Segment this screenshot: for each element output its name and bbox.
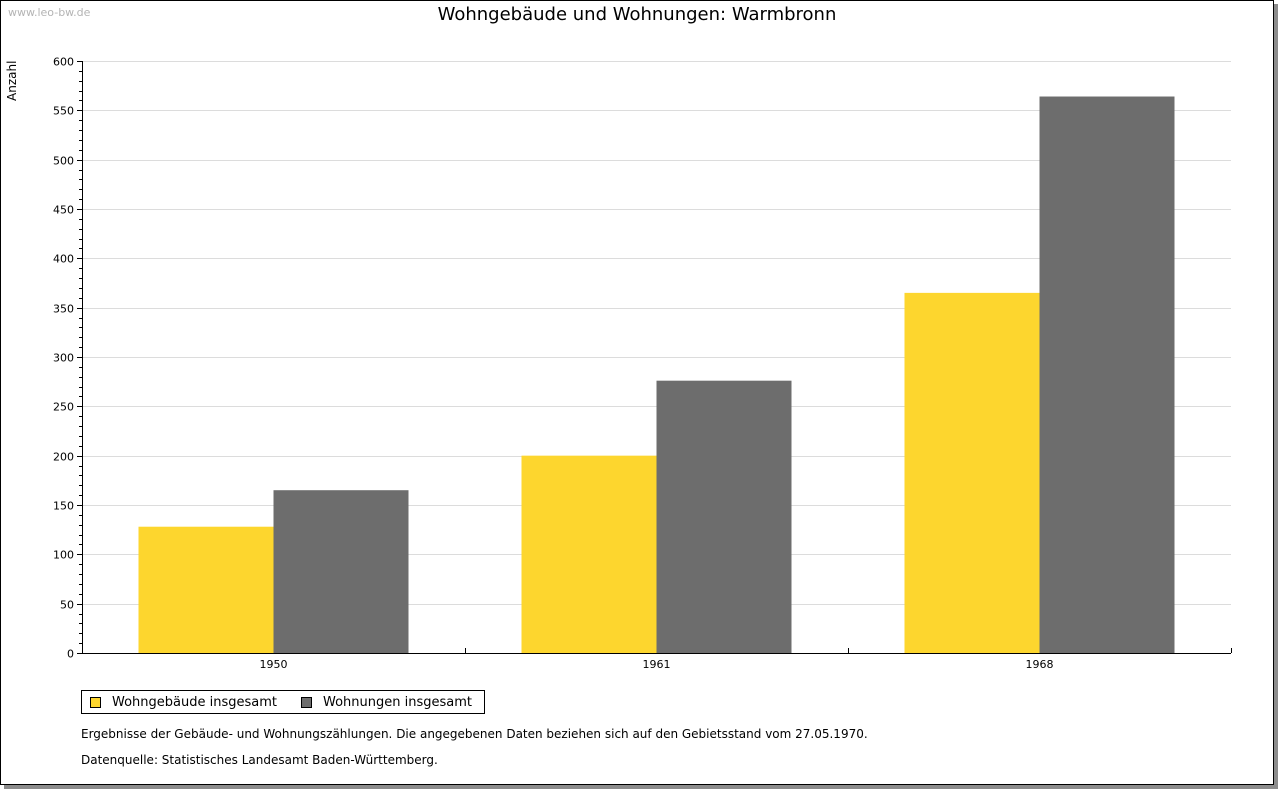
bars: [138, 96, 1175, 653]
bar-1968-series-1: [1039, 96, 1175, 653]
x-tick-labels: 1950 1961 1968: [260, 658, 1054, 671]
x-tick-label: 1961: [643, 658, 671, 671]
bar-1968-series-0: [904, 292, 1040, 653]
y-tick-label: 100: [53, 549, 74, 562]
y-tick-label: 450: [53, 204, 74, 217]
legend-swatch-wohnungen: [301, 696, 312, 708]
y-tick-label: 500: [53, 155, 74, 168]
x-tick-label: 1968: [1026, 658, 1054, 671]
y-tick-label: 0: [67, 648, 74, 661]
watermark: www.leo-bw.de: [8, 6, 91, 19]
chart-title: Wohngebäude und Wohnungen: Warmbronn: [437, 4, 837, 25]
legend-label-wohngebaeude: Wohngebäude insgesamt: [112, 694, 277, 710]
y-tick-label: 200: [53, 451, 74, 464]
y-tick-label: 400: [53, 253, 74, 266]
legend-label-wohnungen: Wohnungen insgesamt: [323, 694, 472, 710]
legend-item-wohnungen: Wohnungen insgesamt: [301, 695, 472, 710]
y-tick-label: 300: [53, 352, 74, 365]
bar-1950-series-0: [138, 526, 274, 653]
x-tick-label: 1950: [260, 658, 288, 671]
legend: Wohngebäude insgesamt Wohnungen insgesam…: [81, 690, 485, 714]
y-tick-label: 150: [53, 500, 74, 513]
legend-item-wohngebaeude: Wohngebäude insgesamt: [90, 695, 277, 710]
bar-1961-series-1: [656, 380, 792, 653]
y-tick-labels: 0 50 100 150 200 250 300 350 400 450 500 550 600: [53, 56, 74, 661]
footnote-description: Ergebnisse der Gebäude- und Wohnungszähl…: [81, 727, 868, 741]
y-tick-label: 50: [60, 599, 74, 612]
y-tick-label: 550: [53, 105, 74, 118]
legend-swatch-wohngebaeude: [90, 696, 101, 708]
footnote-source: Datenquelle: Statistisches Landesamt Bad…: [81, 753, 438, 767]
y-tick-label: 600: [53, 56, 74, 69]
bar-chart: 0 50 100 150 200 250 300 350 400 450 500 550 600 195…: [53, 56, 1232, 671]
y-tick-label: 350: [53, 303, 74, 316]
axes: [77, 61, 1232, 654]
y-tick-label: 250: [53, 401, 74, 414]
bar-1950-series-1: [273, 490, 409, 653]
bar-1961-series-0: [521, 455, 657, 653]
